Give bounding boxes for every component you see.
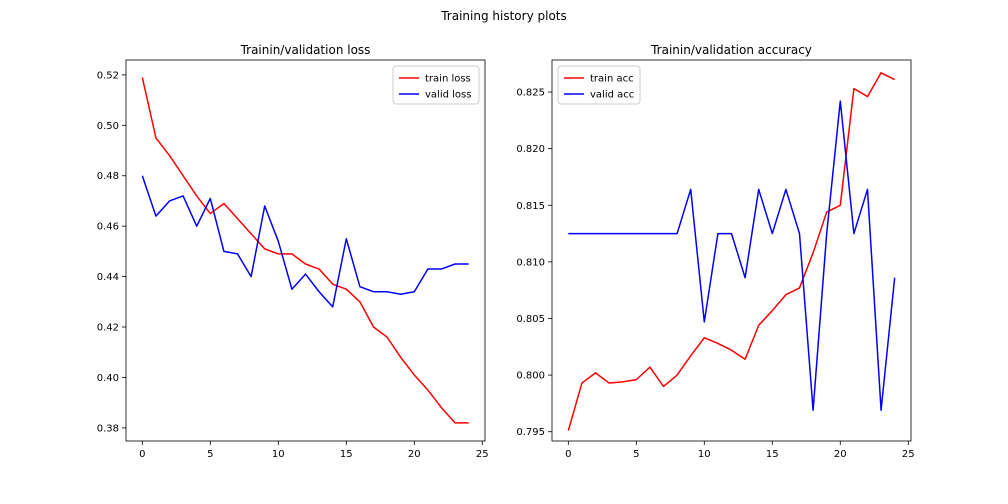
y-tick-label: 0.795: [516, 427, 545, 438]
x-tick-label: 20: [834, 449, 847, 460]
x-tick-label: 5: [633, 449, 639, 460]
x-tick-label: 15: [766, 449, 779, 460]
y-tick-label: 0.46: [97, 222, 119, 233]
legend-label: train loss: [425, 74, 471, 85]
y-tick-label: 0.44: [97, 272, 119, 283]
chart-title: Trainin/validation accuracy: [650, 43, 812, 57]
legend-label: valid loss: [425, 90, 471, 101]
y-tick-label: 0.38: [97, 423, 119, 434]
series-line-valid-loss: [141, 175, 469, 308]
x-tick-label: 0: [139, 449, 145, 460]
x-tick-label: 10: [272, 449, 285, 460]
y-tick-label: 0.810: [516, 257, 545, 268]
x-tick-label: 20: [408, 449, 421, 460]
series-line-train-acc: [567, 72, 896, 431]
x-tick-label: 25: [476, 449, 489, 460]
y-tick-label: 0.800: [516, 371, 545, 382]
x-tick-label: 5: [207, 449, 213, 460]
chart-0: Trainin/validation loss 0 5 10 15 20 25 0.38 0.4…: [97, 43, 489, 460]
x-tick-label: 0: [565, 449, 571, 460]
legend: train acc valid acc: [557, 65, 641, 105]
x-tick-label: 25: [902, 449, 915, 460]
y-tick-label: 0.48: [97, 171, 119, 182]
legend-label: train acc: [590, 74, 634, 85]
chart-title: Trainin/validation loss: [240, 43, 371, 57]
x-tick-label: 15: [340, 449, 353, 460]
legend: train loss valid loss: [392, 65, 480, 105]
y-tick-label: 0.825: [516, 88, 545, 99]
figure-suptitle: Training history plots: [440, 9, 567, 23]
series-line-valid-acc: [568, 100, 896, 411]
y-tick-label: 0.815: [516, 201, 545, 212]
axes-frame: [551, 59, 912, 442]
y-tick-label: 0.52: [97, 70, 119, 81]
chart-1: Trainin/validation accuracy 0 5 10 15 20 25 0.7…: [516, 43, 914, 460]
y-tick-label: 0.42: [97, 323, 119, 334]
legend-label: valid acc: [590, 90, 634, 101]
series-line-train-loss: [141, 77, 469, 424]
y-tick-label: 0.40: [97, 373, 119, 384]
y-tick-label: 0.805: [516, 314, 545, 325]
x-tick-label: 10: [698, 449, 711, 460]
y-tick-label: 0.820: [516, 144, 545, 155]
y-tick-label: 0.50: [97, 121, 119, 132]
axes-frame: [125, 59, 486, 442]
